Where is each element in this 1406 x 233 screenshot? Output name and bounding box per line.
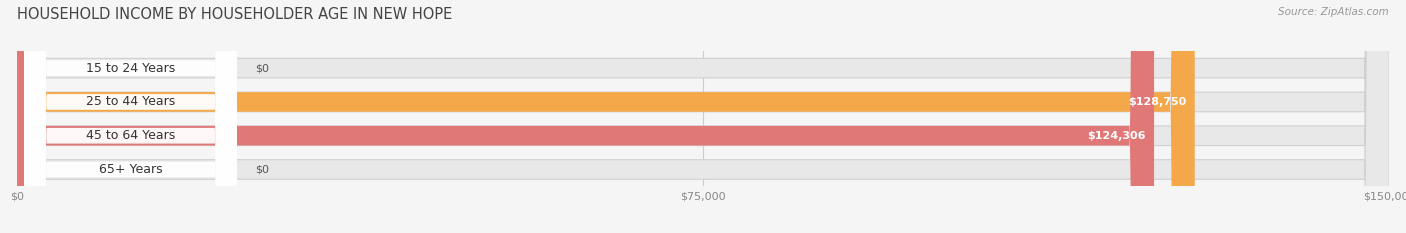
Text: $124,306: $124,306	[1087, 131, 1146, 141]
Text: $0: $0	[254, 63, 269, 73]
Text: 25 to 44 Years: 25 to 44 Years	[86, 96, 176, 108]
Text: $128,750: $128,750	[1128, 97, 1187, 107]
Text: 65+ Years: 65+ Years	[98, 163, 163, 176]
Text: 45 to 64 Years: 45 to 64 Years	[86, 129, 176, 142]
FancyBboxPatch shape	[24, 0, 238, 233]
FancyBboxPatch shape	[17, 0, 1195, 233]
FancyBboxPatch shape	[17, 0, 1154, 233]
Text: 15 to 24 Years: 15 to 24 Years	[86, 62, 176, 75]
FancyBboxPatch shape	[17, 0, 1389, 233]
Text: $0: $0	[254, 164, 269, 175]
Text: Source: ZipAtlas.com: Source: ZipAtlas.com	[1278, 7, 1389, 17]
FancyBboxPatch shape	[24, 0, 238, 233]
Text: HOUSEHOLD INCOME BY HOUSEHOLDER AGE IN NEW HOPE: HOUSEHOLD INCOME BY HOUSEHOLDER AGE IN N…	[17, 7, 453, 22]
FancyBboxPatch shape	[24, 0, 238, 233]
FancyBboxPatch shape	[17, 0, 1389, 233]
FancyBboxPatch shape	[17, 0, 1389, 233]
FancyBboxPatch shape	[24, 0, 238, 233]
FancyBboxPatch shape	[17, 0, 1389, 233]
